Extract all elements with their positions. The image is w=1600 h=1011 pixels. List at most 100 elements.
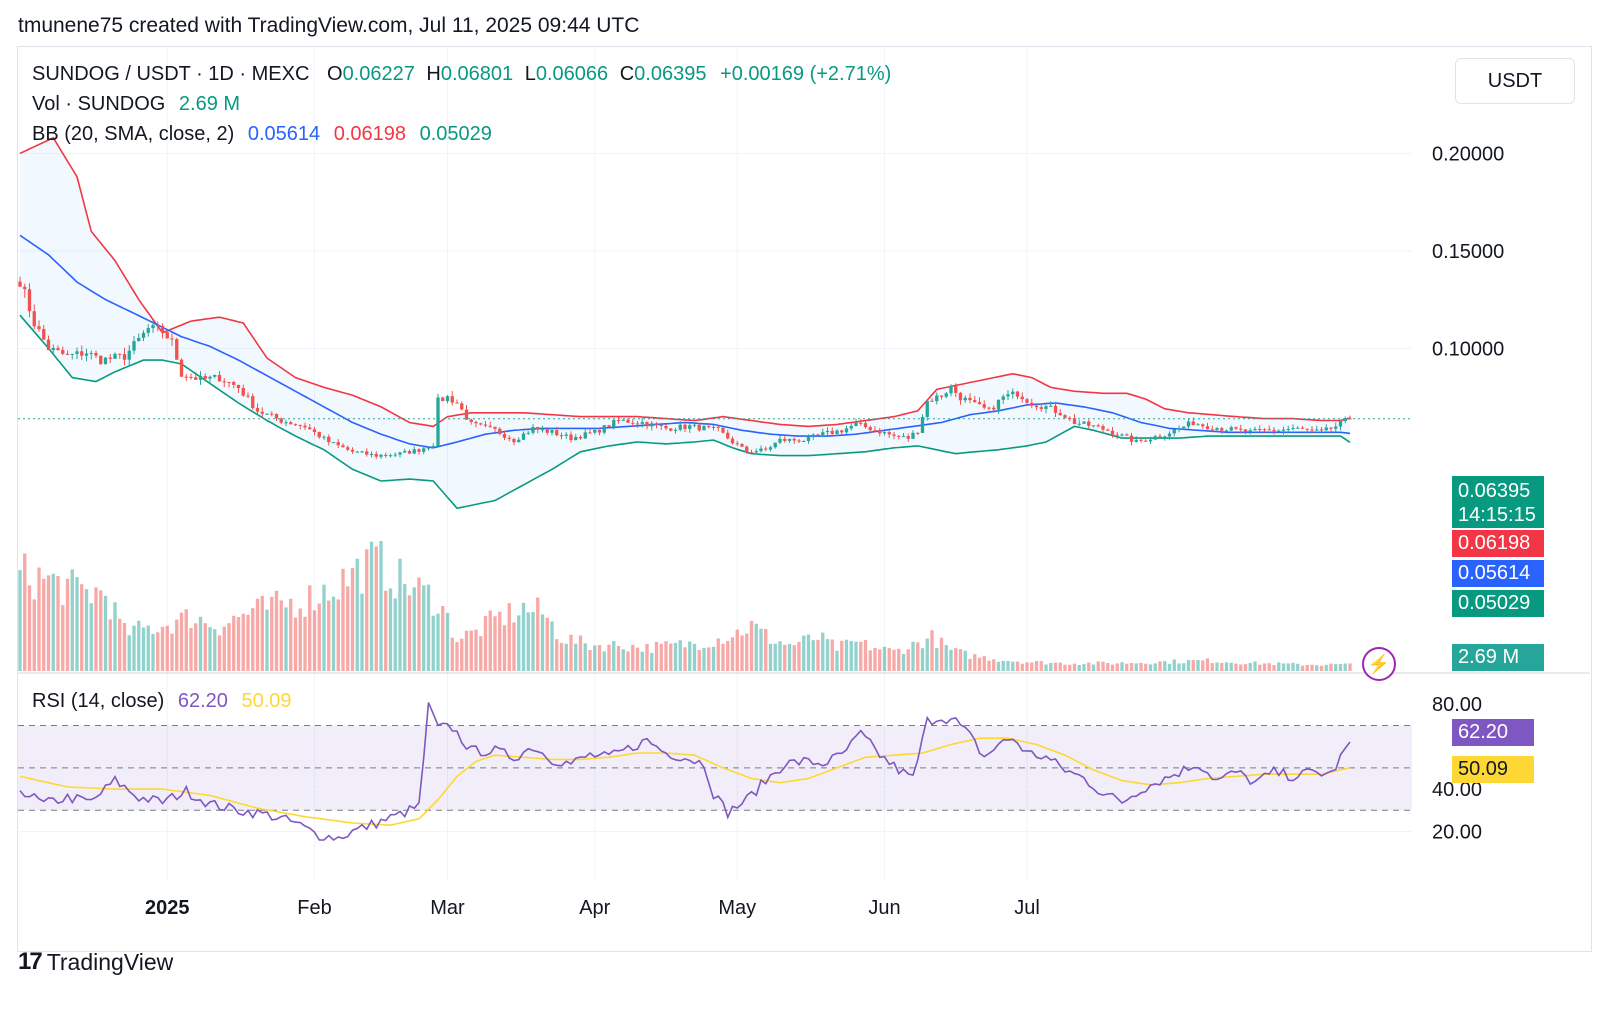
volume-bar (735, 629, 739, 671)
volume-bar (156, 632, 160, 671)
volume-bar (688, 641, 692, 671)
candle-body (683, 424, 687, 429)
candle-body (170, 338, 174, 340)
volume-bar (745, 633, 749, 671)
candle-body (764, 448, 768, 450)
volume-bar (1115, 663, 1119, 671)
candle-body (426, 447, 431, 449)
candle-body (759, 448, 763, 452)
bb-legend: BB (20, SMA, close, 2) 0.05614 0.06198 0… (32, 123, 492, 146)
candle-body (821, 432, 825, 435)
rsi-ma-value: 50.09 (241, 690, 292, 712)
volume-bar (341, 568, 345, 671)
volume-bar (1058, 662, 1062, 671)
volume-bar (431, 615, 435, 671)
candle-body (631, 422, 635, 424)
candle-body (32, 311, 36, 327)
candle-body (455, 402, 459, 404)
volume-bar (208, 627, 212, 671)
candle-body (1262, 429, 1267, 431)
volume-bar (388, 588, 393, 671)
candle-body (346, 447, 350, 450)
volume-bar (726, 640, 730, 671)
volume-bar (1044, 664, 1048, 671)
volume-bar (146, 625, 150, 671)
volume-value: 2.69 M (178, 93, 241, 115)
candle-body (825, 430, 830, 433)
volume-bar (564, 643, 568, 671)
candle-body (1258, 429, 1262, 431)
candle-body (441, 397, 445, 402)
volume-bar (973, 654, 977, 671)
volume-bar (1186, 660, 1191, 671)
candle-body (498, 428, 502, 434)
volume-bar (99, 590, 103, 671)
volume-bar (61, 605, 65, 671)
volume-bar (445, 612, 450, 671)
candle-body (1001, 396, 1005, 400)
candle-body (536, 426, 540, 430)
candle-body (407, 451, 412, 454)
candle-body (635, 423, 640, 425)
candle-body (1267, 429, 1271, 431)
volume-bar (94, 587, 98, 671)
candle-body (512, 438, 516, 443)
candle-body (1020, 396, 1024, 400)
candle-body (27, 289, 32, 312)
candle-body (878, 430, 882, 434)
candle-body (1106, 429, 1110, 431)
volume-bar (355, 558, 359, 671)
candle-body (735, 443, 739, 445)
volume-bar (84, 589, 89, 671)
candle-body (1334, 426, 1338, 429)
candle-body (721, 427, 725, 433)
candle-body (678, 424, 682, 430)
volume-bar (821, 632, 825, 671)
volume-bar (901, 653, 906, 671)
volume-bar (773, 643, 777, 671)
candle-body (327, 436, 331, 443)
candle-body (445, 396, 450, 402)
volume-bar (987, 660, 991, 671)
candle-body (393, 454, 397, 456)
candle-body (208, 376, 212, 379)
volume-bar (797, 641, 801, 671)
volume-bar (659, 643, 663, 671)
volume-bar (1053, 662, 1058, 671)
bb-lower-value: 0.05029 (419, 123, 492, 145)
candle-body (616, 420, 621, 422)
candle-body (973, 400, 977, 403)
bb-fill (20, 137, 1350, 509)
volume-bar (1101, 661, 1105, 671)
volume-bar (137, 620, 141, 671)
volume-bar (89, 603, 93, 671)
candle-body (1148, 439, 1153, 442)
volume-bar (859, 641, 863, 671)
currency-button[interactable]: USDT (1455, 58, 1575, 104)
volume-bar (1139, 662, 1143, 671)
volume-bar (1134, 663, 1138, 671)
candle-body (607, 425, 611, 428)
volume-bar (954, 648, 958, 671)
volume-bar (502, 625, 507, 671)
volume-bar (944, 645, 948, 671)
volume-legend: Vol · SUNDOG 2.69 M (32, 93, 240, 116)
volume-bar (331, 596, 336, 671)
volume-bar (450, 637, 454, 671)
candle-body (507, 437, 511, 439)
candle-body (1324, 427, 1328, 431)
volume-bar (23, 553, 27, 671)
candle-body (203, 376, 207, 379)
volume-bar (141, 627, 146, 671)
lightning-icon[interactable]: ⚡ (1362, 647, 1396, 681)
volume-bar (1334, 664, 1338, 671)
volume-bar (920, 648, 925, 671)
volume-bar (977, 657, 982, 671)
volume-bar (1091, 664, 1096, 671)
volume-bar (759, 628, 763, 671)
candle-body (236, 384, 241, 389)
volume-bar (588, 649, 592, 671)
volume-bar (1006, 660, 1010, 671)
candle-body (317, 432, 321, 438)
